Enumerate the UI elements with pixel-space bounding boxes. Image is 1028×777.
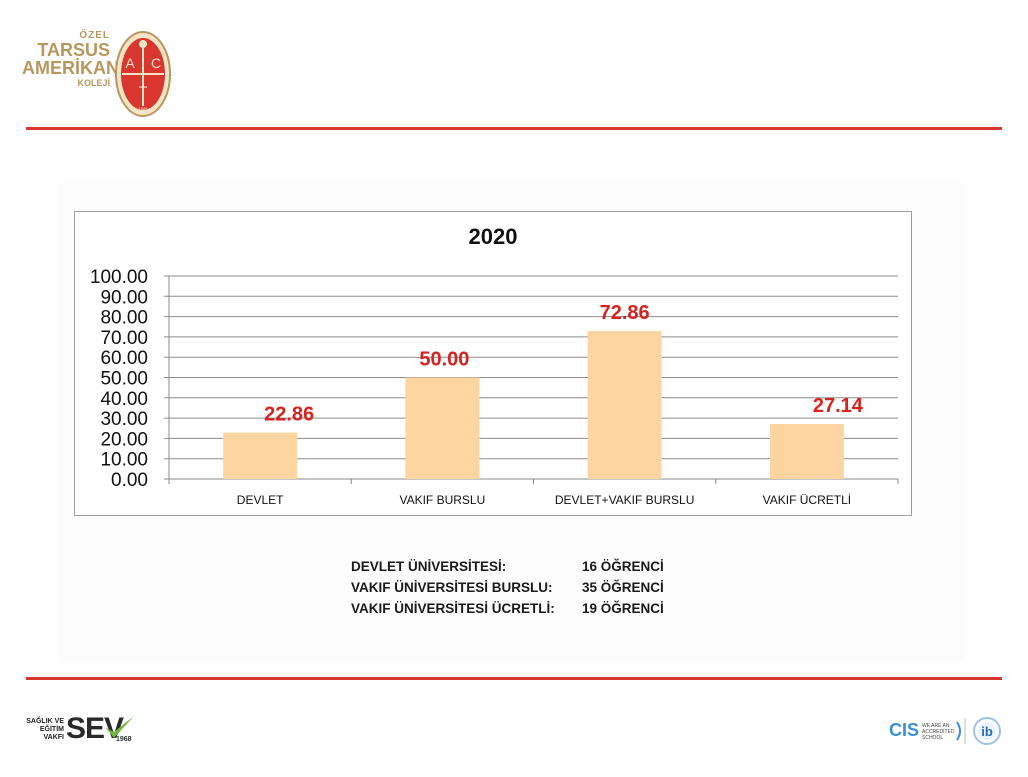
logo-line-amerikan: AMERİKAN: [22, 58, 119, 78]
y-tick-label: 10.00: [100, 450, 148, 471]
emblem-letter-a: A: [125, 55, 135, 71]
chart-data-labels: 22.86 50.00 72.86 27.14: [264, 302, 864, 426]
sev-logo-year: 1968: [116, 736, 132, 743]
chart-title: 2020: [468, 224, 518, 249]
stats-value: 35 ÖĞRENCİ: [582, 580, 664, 595]
bar-value-label: 27.14: [813, 395, 864, 417]
ib-logo-icon: ib: [973, 717, 1001, 745]
chart-bars: [223, 331, 844, 479]
x-axis-ticks: DEVLET VAKIF BURSLU DEVLET+VAKIF BURSLU VAK…: [168, 479, 899, 507]
student-stats: DEVLET ÜNİVERSİTESİ: 16 ÖĞRENCİ VAKIF ÜNİ…: [351, 556, 664, 619]
stats-label: DEVLET ÜNİVERSİTESİ:: [351, 559, 507, 574]
y-tick-label: 90.00: [100, 287, 148, 308]
stats-value: 16 ÖĞRENCİ: [582, 559, 664, 574]
bar: [405, 377, 480, 479]
bar: [223, 432, 298, 479]
sev-caption-line: VAKFI: [43, 734, 64, 741]
header-divider: [26, 127, 1002, 130]
emblem-letter-c: C: [151, 55, 161, 71]
sev-logo-name: SEV: [66, 712, 124, 745]
stats-row: VAKIF ÜNİVERSİTESİ BURSLU: 35 ÖĞRENCİ: [351, 577, 664, 598]
bar-value-label: 50.00: [419, 349, 469, 371]
ib-logo-letters: ib: [981, 724, 993, 739]
emblem-year: 1888: [139, 106, 149, 111]
bar: [769, 423, 844, 479]
emblem-letter-t: T: [139, 83, 148, 99]
cis-caption-line: WE ARE AN: [922, 723, 950, 729]
bar-value-label: 22.86: [264, 404, 314, 426]
x-tick-label: DEVLET: [237, 493, 284, 507]
y-axis-ticks: 0.0010.0020.0030.0040.0050.0060.0070.008…: [90, 267, 148, 491]
y-tick-label: 100.00: [90, 267, 148, 288]
sev-logo-caption: SAĞLIK VE EĞİTİM VAKFI: [26, 718, 64, 742]
y-tick-label: 70.00: [100, 328, 148, 349]
y-tick-label: 0.00: [111, 470, 148, 491]
stats-label: VAKIF ÜNİVERSİTESİ BURSLU:: [351, 580, 553, 595]
y-tick-label: 50.00: [100, 369, 148, 390]
school-logo-text: ÖZEL TARSUS AMERİKAN KOLEJİ: [22, 30, 119, 89]
x-tick-label: DEVLET+VAKIF BURSLU: [555, 493, 695, 507]
y-tick-label: 40.00: [100, 389, 148, 410]
logo-line-koleji: KOLEJİ: [77, 78, 110, 88]
footer-divider: [26, 677, 1002, 680]
y-tick-label: 20.00: [100, 429, 148, 450]
cis-caption-line: SCHOOL: [922, 735, 944, 741]
stats-label: VAKIF ÜNİVERSİTESİ ÜCRETLİ:: [351, 601, 555, 616]
logo-line-tarsus: TARSUS: [37, 40, 110, 60]
x-tick-label: VAKIF ÜCRETLİ: [763, 493, 851, 507]
sev-check-icon: [106, 716, 134, 738]
stats-value: 19 ÖĞRENCİ: [582, 601, 664, 616]
cis-caption-line: ACCREDITED: [922, 729, 955, 735]
stats-row: DEVLET ÜNİVERSİTESİ: 16 ÖĞRENCİ: [351, 556, 664, 577]
y-tick-label: 30.00: [100, 409, 148, 430]
sev-caption-line: EĞİTİM: [39, 726, 64, 733]
sev-caption-line: SAĞLIK VE: [26, 718, 64, 725]
logo-line-ozel: ÖZEL: [79, 30, 110, 41]
school-emblem-icon: A C T 1888: [115, 31, 171, 117]
x-tick-label: VAKIF BURSLU: [399, 493, 485, 507]
cis-caption: WE ARE AN ACCREDITED SCHOOL: [922, 723, 955, 741]
bar-value-label: 72.86: [600, 302, 650, 324]
cis-logo: CIS: [889, 720, 920, 740]
cis-bracket-icon: [956, 718, 966, 744]
y-tick-label: 80.00: [100, 308, 148, 329]
stats-row: VAKIF ÜNİVERSİTESİ ÜCRETLİ: 19 ÖĞRENCİ: [351, 598, 664, 619]
y-tick-label: 60.00: [100, 348, 148, 369]
bar: [587, 331, 662, 479]
